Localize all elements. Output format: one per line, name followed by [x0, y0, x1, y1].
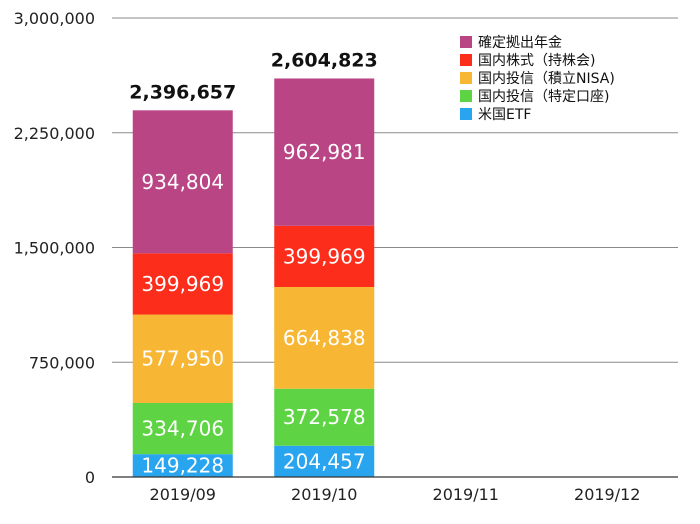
bar-segment	[132, 402, 233, 455]
y-tick-label: 3,000,000	[14, 9, 95, 28]
axes: 0 750,000 1,500,000 2,250,000 3,000,000 2019/…	[14, 9, 678, 504]
bar-total-label: 2,604,823	[271, 49, 378, 71]
x-tick-label: 2019/12	[574, 485, 640, 504]
bar-segment	[274, 388, 375, 446]
segment-value-label: 334,706	[141, 417, 224, 441]
segment-value-label: 934,804	[141, 170, 224, 194]
legend-label: 米国ETF	[478, 107, 531, 123]
x-tick-label: 2019/10	[291, 485, 357, 504]
segment-value-label: 962,981	[283, 140, 366, 164]
bar-segment	[132, 110, 233, 254]
legend-label: 国内投信（積立NISA)	[478, 71, 615, 87]
x-tick-label: 2019/11	[433, 485, 499, 504]
x-tick-label: 2019/09	[150, 485, 216, 504]
legend-label: 国内株式（持株会)	[478, 53, 595, 69]
legend-label: 確定拠出年金	[478, 35, 562, 51]
bar-segment	[132, 454, 233, 477]
legend-label: 国内投信（特定口座)	[478, 89, 609, 105]
segment-value-label: 399,969	[141, 272, 224, 296]
segment-value-label: 149,228	[141, 454, 224, 478]
segment-value-label: 399,969	[283, 244, 366, 268]
y-tick-label: 0	[85, 468, 95, 487]
bar-segment	[132, 314, 233, 403]
bars: 149,228 334,706 577,950 399,969 934,804 2,396…	[129, 49, 377, 477]
legend-swatch	[460, 54, 472, 66]
bar-total-label: 2,396,657	[129, 81, 236, 103]
legend-swatch	[460, 36, 472, 48]
segment-value-label: 372,578	[283, 405, 366, 429]
legend-swatch	[460, 90, 472, 102]
segment-value-label: 577,950	[141, 347, 224, 371]
bar-segment	[132, 253, 233, 315]
segment-value-label: 664,838	[283, 326, 366, 350]
y-tick-label: 2,250,000	[14, 124, 95, 143]
y-tick-label: 750,000	[29, 353, 95, 372]
segment-value-label: 204,457	[283, 449, 366, 473]
bar-segment	[274, 286, 375, 389]
bar-segment	[274, 445, 375, 477]
legend-swatch	[460, 108, 472, 120]
bar-segment	[274, 78, 375, 226]
bar-segment	[274, 225, 375, 287]
y-tick-label: 1,500,000	[14, 239, 95, 258]
legend-swatch	[460, 72, 472, 84]
